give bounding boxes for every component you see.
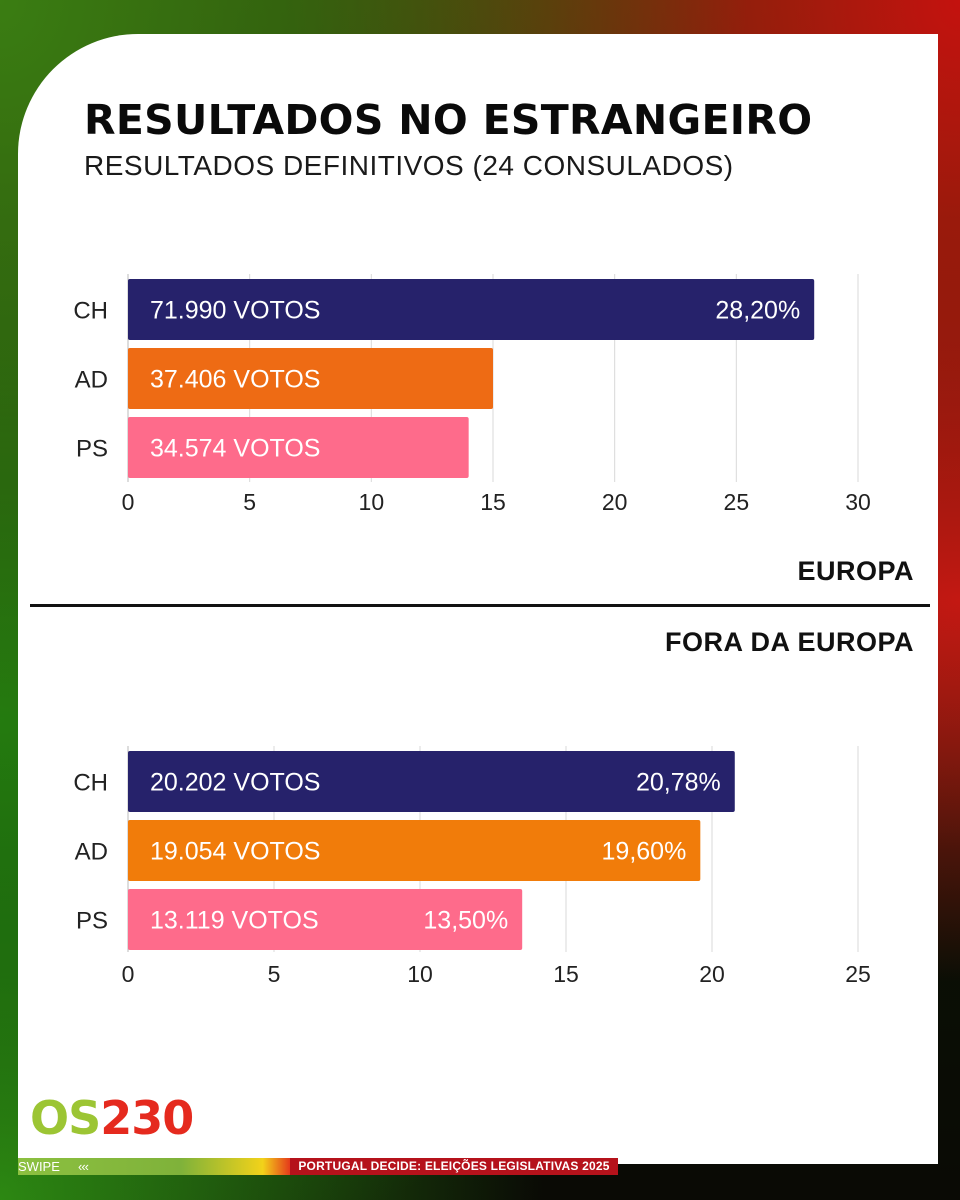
section-divider xyxy=(30,604,930,607)
bar-ch xyxy=(128,279,815,340)
section-label-fora-da-europa: FORA DA EUROPA xyxy=(665,627,914,657)
category-label-ad: AD xyxy=(75,367,108,394)
bar-ch xyxy=(128,751,735,812)
bar-ad xyxy=(128,348,493,409)
tick-label-20: 20 xyxy=(602,489,628,515)
tick-label-0: 0 xyxy=(122,961,135,987)
category-label-ad: AD xyxy=(75,839,108,866)
chevron-left-icon: ‹‹‹ xyxy=(78,1159,89,1174)
category-label-ch: CH xyxy=(73,770,108,797)
bar-ps xyxy=(128,889,523,950)
page-subtitle: RESULTADOS DEFINITIVOS (24 CONSULADOS) xyxy=(84,150,734,181)
tick-label-15: 15 xyxy=(553,961,579,987)
percent-label-ch: 20,78% xyxy=(636,769,721,797)
vote-label-ps: 34.574 VOTOS xyxy=(150,435,320,463)
tick-label-10: 10 xyxy=(359,489,385,515)
category-label-ps: PS xyxy=(76,436,108,463)
bar-ad xyxy=(128,820,701,881)
vote-label-ad: 19.054 VOTOS xyxy=(150,838,320,866)
percent-label-ad: 19,60% xyxy=(602,838,687,866)
page-title: RESULTADOS NO ESTRANGEIRO xyxy=(84,96,813,144)
category-label-ps: PS xyxy=(76,908,108,935)
vote-label-ch: 20.202 VOTOS xyxy=(150,769,320,797)
swipe-label: SWIPE xyxy=(18,1159,60,1174)
tick-label-20: 20 xyxy=(699,961,725,987)
vote-label-ad: 37.406 VOTOS xyxy=(150,366,320,394)
brand-logo: OS230 xyxy=(30,1091,194,1145)
tick-label-5: 5 xyxy=(268,961,281,987)
chart-europa: CH 71.990 VOTOS 28,20% AD 37.406 VOTOS PS 34.5… xyxy=(73,274,871,515)
tick-label-25: 25 xyxy=(724,489,750,515)
content-card xyxy=(18,34,938,1164)
tick-label-15: 15 xyxy=(480,489,506,515)
category-label-ch: CH xyxy=(73,298,108,325)
tick-label-10: 10 xyxy=(407,961,433,987)
section-label-europa: EUROPA xyxy=(797,556,914,586)
percent-label-ch: 28,20% xyxy=(715,297,800,325)
tick-label-0: 0 xyxy=(122,489,135,515)
tick-label-25: 25 xyxy=(845,961,871,987)
vote-label-ch: 71.990 VOTOS xyxy=(150,297,320,325)
logo-text-os: OS xyxy=(30,1091,101,1145)
percent-label-ps: 13,50% xyxy=(423,907,508,935)
vote-label-ps: 13.119 VOTOS xyxy=(150,907,319,935)
chart-fora-da-europa: CH 20.202 VOTOS 20,78% AD 19.054 VOTOS 19,60%… xyxy=(73,746,871,987)
footer-banner: PORTUGAL DECIDE: ELEIÇÕES LEGISLATIVAS 2… xyxy=(290,1158,618,1175)
tick-label-5: 5 xyxy=(243,489,256,515)
tick-label-30: 30 xyxy=(845,489,871,515)
bar-ps xyxy=(128,417,469,478)
logo-text-230: 230 xyxy=(100,1091,194,1145)
swipe-bar[interactable]: SWIPE ‹‹‹ xyxy=(18,1158,290,1175)
